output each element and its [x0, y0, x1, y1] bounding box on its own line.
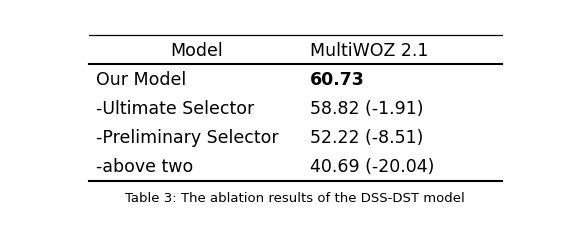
Text: Model: Model [170, 42, 223, 59]
Text: -Preliminary Selector: -Preliminary Selector [96, 128, 279, 146]
Text: -Ultimate Selector: -Ultimate Selector [96, 100, 254, 118]
Text: MultiWOZ 2.1: MultiWOZ 2.1 [310, 42, 428, 59]
Text: Table 3: The ablation results of the DSS-DST model: Table 3: The ablation results of the DSS… [125, 192, 465, 205]
Text: 40.69 (-20.04): 40.69 (-20.04) [310, 158, 435, 175]
Text: 60.73: 60.73 [310, 71, 365, 89]
Text: 58.82 (-1.91): 58.82 (-1.91) [310, 100, 424, 118]
Text: -above two: -above two [96, 158, 193, 175]
Text: 52.22 (-8.51): 52.22 (-8.51) [310, 128, 424, 146]
Text: Our Model: Our Model [96, 71, 186, 89]
